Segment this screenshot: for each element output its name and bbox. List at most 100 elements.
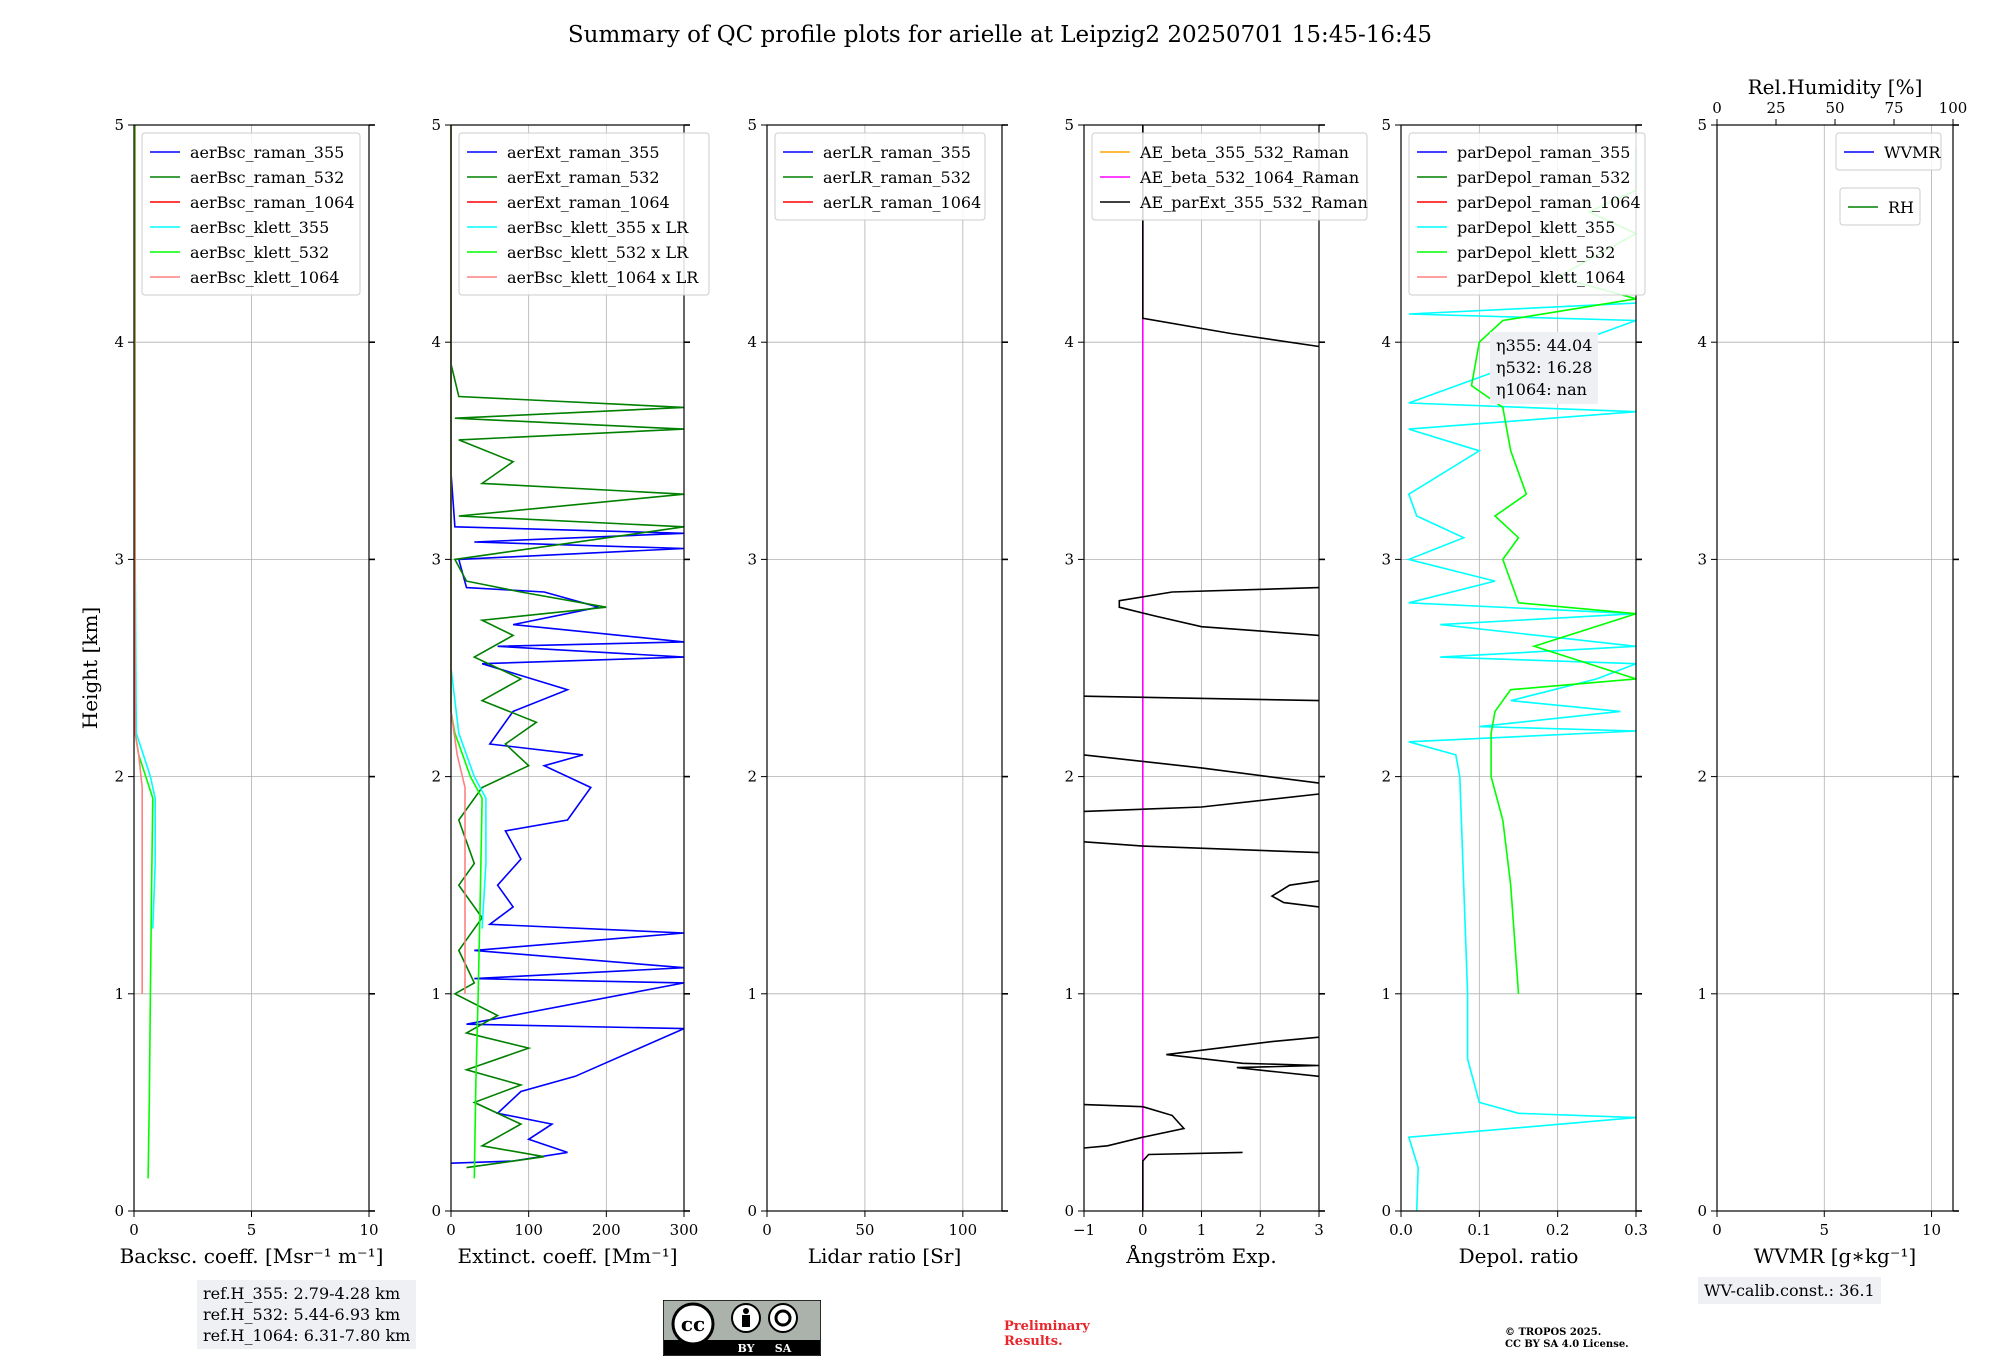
x-tick-label: 0 [129, 1221, 139, 1239]
y-axis-label: Height [km] [78, 607, 102, 729]
ref-height-532: ref.H_532: 5.44-6.93 km [203, 1305, 401, 1324]
x-tick-label: 5 [1819, 1221, 1829, 1239]
x-tick-label: 1 [1197, 1221, 1207, 1239]
y-tick-label: 0 [114, 1202, 124, 1220]
y-tick-label: 2 [114, 768, 124, 786]
x-axis-label: WVMR [g∗kg⁻¹] [1754, 1244, 1916, 1268]
x-tick-label: 10 [1922, 1221, 1941, 1239]
legend-entry: aerBsc_klett_532 [190, 243, 329, 262]
y-tick-label: 2 [747, 768, 757, 786]
y-tick-label: 1 [747, 985, 757, 1003]
y-tick-label: 5 [114, 116, 124, 134]
y-tick-label: 3 [1381, 550, 1391, 568]
panel-lr: 0 50 100 0 1 2 3 4 5 Lidar ratio [Sr] aerLR_raman_… [747, 116, 1008, 1268]
x-tick-label: 200 [592, 1221, 621, 1239]
x-tick-label: 10 [359, 1221, 378, 1239]
x-tick-label: 100 [949, 1221, 978, 1239]
top-axis-label: Rel.Humidity [%] [1748, 75, 1923, 99]
series-line [1118, 586, 1320, 637]
legend-entry: AE_parExt_355_532_Raman [1139, 193, 1368, 212]
series-line [1083, 793, 1320, 813]
legend-entry: aerExt_raman_355 [507, 143, 660, 162]
x-tick-label: 50 [855, 1221, 874, 1239]
panel-bsc: 0 5 10 0 1 2 3 4 5 Backsc. coeff. [Msr⁻¹ m⁻¹] Heig… [78, 116, 383, 1268]
y-tick-label: 0 [1381, 1202, 1391, 1220]
legend-box [1835, 132, 1942, 171]
copyright-note: © TROPOS 2025. CC BY SA 4.0 License. [1505, 1327, 1629, 1351]
x-tick-label: 0 [1138, 1221, 1148, 1239]
legend-entry: parDepol_klett_532 [1457, 243, 1615, 262]
x-tick-label: 0.1 [1467, 1221, 1491, 1239]
legend-entry: aerBsc_klett_532 x LR [507, 243, 689, 262]
y-tick-label: 5 [1064, 116, 1074, 134]
y-tick-label: 1 [1697, 985, 1707, 1003]
series-line [1083, 695, 1320, 702]
legend: aerExt_raman_355 aerExt_raman_532 aerExt_r… [458, 132, 710, 296]
legend: RH [1839, 187, 1921, 226]
preliminary-line-2: Results. [1004, 1334, 1063, 1349]
legend-entry: aerExt_raman_1064 [507, 193, 670, 212]
x-axis-label: Backsc. coeff. [Msr⁻¹ m⁻¹] [120, 1244, 384, 1268]
y-tick-label: 5 [431, 116, 441, 134]
ref-height-1064: ref.H_1064: 6.31-7.80 km [203, 1326, 411, 1345]
series-line [450, 125, 685, 1164]
x-axis-label: Extinct. coeff. [Mm⁻¹] [457, 1244, 677, 1268]
legend-entry: RH [1888, 198, 1914, 217]
legend-entry: aerBsc_klett_355 x LR [507, 218, 689, 237]
top-x-tick-label: 0 [1712, 99, 1722, 117]
y-tick-label: 1 [1064, 985, 1074, 1003]
y-tick-label: 5 [1697, 116, 1707, 134]
preliminary-note: Preliminary Results. [1004, 1319, 1090, 1349]
y-tick-label: 2 [1381, 768, 1391, 786]
panel-depol: 0.0 0.1 0.2 0.3 0 1 2 3 4 5 Depol. ratio parDepol_r… [1381, 116, 1647, 1268]
top-x-tick-label: 75 [1884, 99, 1903, 117]
y-tick-label: 4 [747, 333, 757, 351]
legend-box [1408, 132, 1646, 296]
legend-box [141, 132, 361, 296]
series-line [1166, 1036, 1320, 1078]
series-line [1142, 125, 1320, 348]
x-tick-label: 0 [446, 1221, 456, 1239]
y-tick-label: 3 [747, 550, 757, 568]
x-tick-label: 0 [762, 1221, 772, 1239]
ref-height-355: ref.H_355: 2.79-4.28 km [203, 1284, 401, 1303]
eta-355: η355: 44.04 [1496, 336, 1593, 355]
series-line [133, 124, 143, 994]
eta-532: η532: 16.28 [1496, 358, 1593, 377]
y-tick-label: 2 [1064, 768, 1074, 786]
series-line [1406, 302, 1637, 1212]
series-line [1083, 1103, 1186, 1149]
top-x-tick-label: 50 [1825, 99, 1844, 117]
y-tick-label: 1 [114, 985, 124, 1003]
legend-entry: aerBsc_raman_1064 [190, 193, 355, 212]
legend-entry: aerLR_raman_1064 [823, 193, 981, 212]
series-line [450, 125, 685, 1169]
copyright-line-2: CC BY SA 4.0 License. [1505, 1339, 1629, 1350]
y-tick-label: 2 [1697, 768, 1707, 786]
x-axis-label: Lidar ratio [Sr] [808, 1244, 962, 1268]
y-tick-label: 0 [747, 1202, 757, 1220]
y-tick-label: 4 [1697, 333, 1707, 351]
legend-entry: AE_beta_355_532_Raman [1139, 143, 1349, 162]
series-line [1083, 841, 1320, 854]
x-tick-label: 0.2 [1546, 1221, 1570, 1239]
legend-entry: parDepol_raman_355 [1457, 143, 1630, 162]
wv-calib-info: WV-calib.const.: 36.1 [1698, 1277, 1881, 1304]
legend-entry: AE_beta_532_1064_Raman [1139, 168, 1359, 187]
legend-entry: aerLR_raman_532 [823, 168, 971, 187]
y-tick-label: 0 [1064, 1202, 1074, 1220]
legend: parDepol_raman_355 parDepol_raman_532 parD… [1408, 132, 1646, 296]
eta-info: η355: 44.04 η532: 16.28 η1064: nan [1490, 332, 1599, 404]
series-line [1270, 880, 1320, 908]
legend: aerLR_raman_355 aerLR_raman_532 aerLR_rama… [774, 132, 986, 221]
series-line [1142, 1151, 1243, 1211]
legend-box [1839, 187, 1921, 226]
axes-frame [1716, 124, 1954, 1212]
legend: AE_beta_355_532_Raman AE_beta_532_1064_Ra… [1091, 132, 1368, 221]
y-tick-label: 2 [431, 768, 441, 786]
eta-1064: η1064: nan [1496, 380, 1587, 399]
x-tick-label: 0.0 [1389, 1221, 1413, 1239]
y-tick-label: 3 [1064, 550, 1074, 568]
